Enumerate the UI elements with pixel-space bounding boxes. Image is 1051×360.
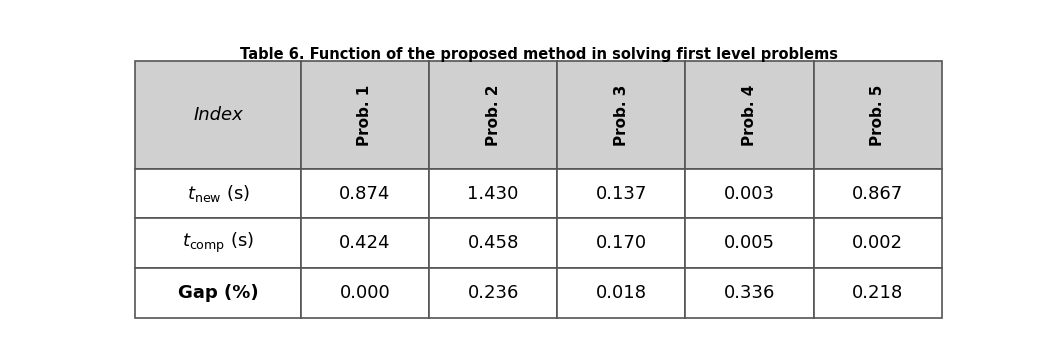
Bar xyxy=(557,169,685,219)
Bar xyxy=(429,219,557,268)
Text: Prob. 4: Prob. 4 xyxy=(742,84,757,146)
Text: 0.005: 0.005 xyxy=(724,234,775,252)
Bar xyxy=(813,268,942,318)
Bar xyxy=(429,61,557,169)
Bar xyxy=(813,61,942,169)
Text: Index: Index xyxy=(193,106,243,124)
Bar xyxy=(685,169,813,219)
Bar xyxy=(429,169,557,219)
Text: Prob. 5: Prob. 5 xyxy=(870,84,885,146)
Bar xyxy=(429,268,557,318)
Bar xyxy=(685,61,813,169)
Text: Gap (%): Gap (%) xyxy=(178,284,259,302)
Text: 0.002: 0.002 xyxy=(852,234,903,252)
Text: 0.236: 0.236 xyxy=(468,284,519,302)
Text: 0.424: 0.424 xyxy=(339,234,391,252)
Text: Prob. 2: Prob. 2 xyxy=(486,84,500,146)
Text: Table 6. Function of the proposed method in solving first level problems: Table 6. Function of the proposed method… xyxy=(240,48,838,62)
Text: 0.000: 0.000 xyxy=(339,284,390,302)
Text: $t_{\mathrm{new}}$ (s): $t_{\mathrm{new}}$ (s) xyxy=(186,183,250,204)
Text: Prob. 3: Prob. 3 xyxy=(614,84,628,146)
Bar xyxy=(685,219,813,268)
Bar xyxy=(136,268,301,318)
Text: 0.018: 0.018 xyxy=(596,284,646,302)
Bar xyxy=(813,169,942,219)
Bar xyxy=(301,61,429,169)
Bar xyxy=(136,61,301,169)
Text: 0.874: 0.874 xyxy=(339,185,391,203)
Bar xyxy=(685,268,813,318)
Text: 0.336: 0.336 xyxy=(724,284,776,302)
Text: 0.170: 0.170 xyxy=(596,234,646,252)
Text: Prob. 1: Prob. 1 xyxy=(357,85,372,146)
Text: $t_{\mathrm{comp}}$ (s): $t_{\mathrm{comp}}$ (s) xyxy=(182,231,254,255)
Bar xyxy=(557,268,685,318)
Bar xyxy=(301,169,429,219)
Bar xyxy=(136,219,301,268)
Bar xyxy=(301,219,429,268)
Text: 0.003: 0.003 xyxy=(724,185,775,203)
Bar xyxy=(557,61,685,169)
Bar xyxy=(813,219,942,268)
Text: 0.218: 0.218 xyxy=(852,284,904,302)
Bar xyxy=(136,169,301,219)
Text: 0.458: 0.458 xyxy=(468,234,519,252)
Text: 0.867: 0.867 xyxy=(852,185,904,203)
Text: 1.430: 1.430 xyxy=(468,185,519,203)
Text: 0.137: 0.137 xyxy=(596,185,647,203)
Bar xyxy=(557,219,685,268)
Bar xyxy=(301,268,429,318)
